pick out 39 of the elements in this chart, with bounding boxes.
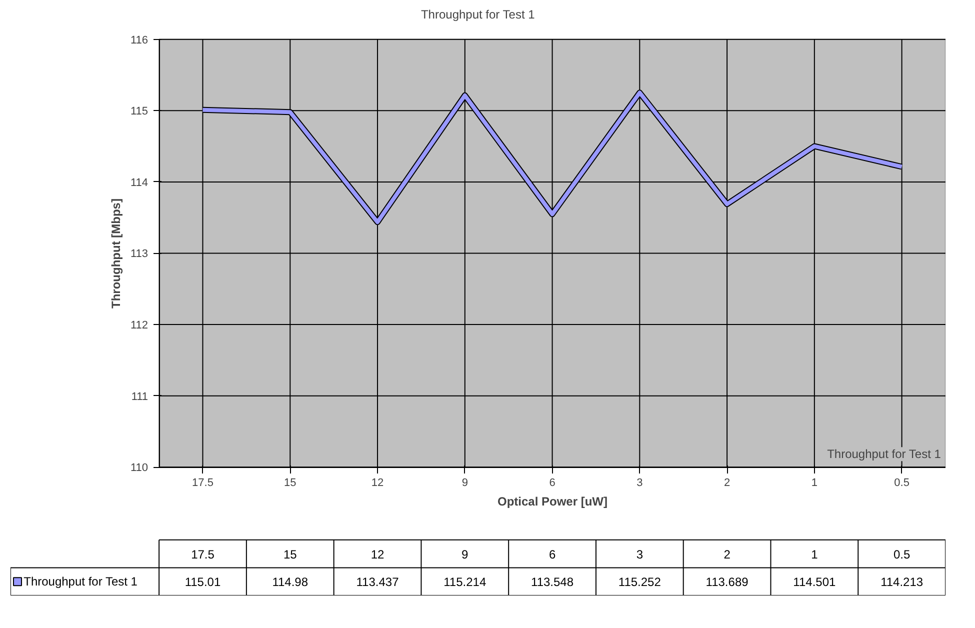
y-tick-label: 111 [131, 390, 148, 403]
category-label: 12 [370, 547, 384, 562]
data-label: 114.98 [272, 575, 308, 590]
y-tick-label: 113 [130, 248, 148, 260]
category-label: 17.5 [191, 547, 214, 562]
data-label: 113.689 [706, 575, 749, 590]
x-tick-label: 15 [284, 477, 296, 490]
y-axis-title: Throughput [Mbps] [108, 198, 123, 308]
category-label: 3 [636, 547, 644, 562]
x-tick-label: 12 [371, 477, 384, 490]
x-tick-label: 1 [811, 477, 818, 490]
y-tick-label: 112 [130, 320, 148, 332]
x-tick-label: 6 [549, 477, 556, 490]
data-label: 115.252 [618, 575, 662, 590]
chart-title: Throughput for Test 1 [420, 8, 536, 22]
data-label: 114.213 [880, 575, 924, 590]
y-tick-label: 110 [130, 462, 148, 474]
data-label: 115.01 [184, 575, 221, 590]
category-label: 1 [811, 547, 818, 562]
x-tick-label: 3 [636, 477, 643, 490]
x-tick-label: 17.5 [192, 477, 214, 490]
category-label: 2 [724, 547, 730, 562]
y-tick-label: 114 [130, 176, 148, 189]
data-label: 113.437 [356, 575, 400, 590]
x-tick-label: 9 [462, 477, 468, 490]
category-label: 15 [283, 547, 297, 562]
text: Throughput for Test 1 [827, 447, 941, 462]
x-tick-label: 0.5 [894, 477, 910, 490]
category-label: 9 [462, 547, 468, 562]
category-label: 6 [548, 547, 556, 562]
y-tick-label: 115 [130, 106, 148, 118]
data-label: 113.548 [531, 575, 574, 590]
data-label: 115.214 [444, 575, 486, 590]
x-tick-label: 2 [724, 477, 730, 490]
y-tick-label: 116 [130, 34, 148, 46]
x-axis-title: Optical Power [uW] [498, 494, 608, 508]
data-label: 114.501 [793, 575, 836, 590]
category-label: 0.5 [893, 547, 910, 562]
legend-label: Throughput for Test 1 [24, 574, 138, 589]
